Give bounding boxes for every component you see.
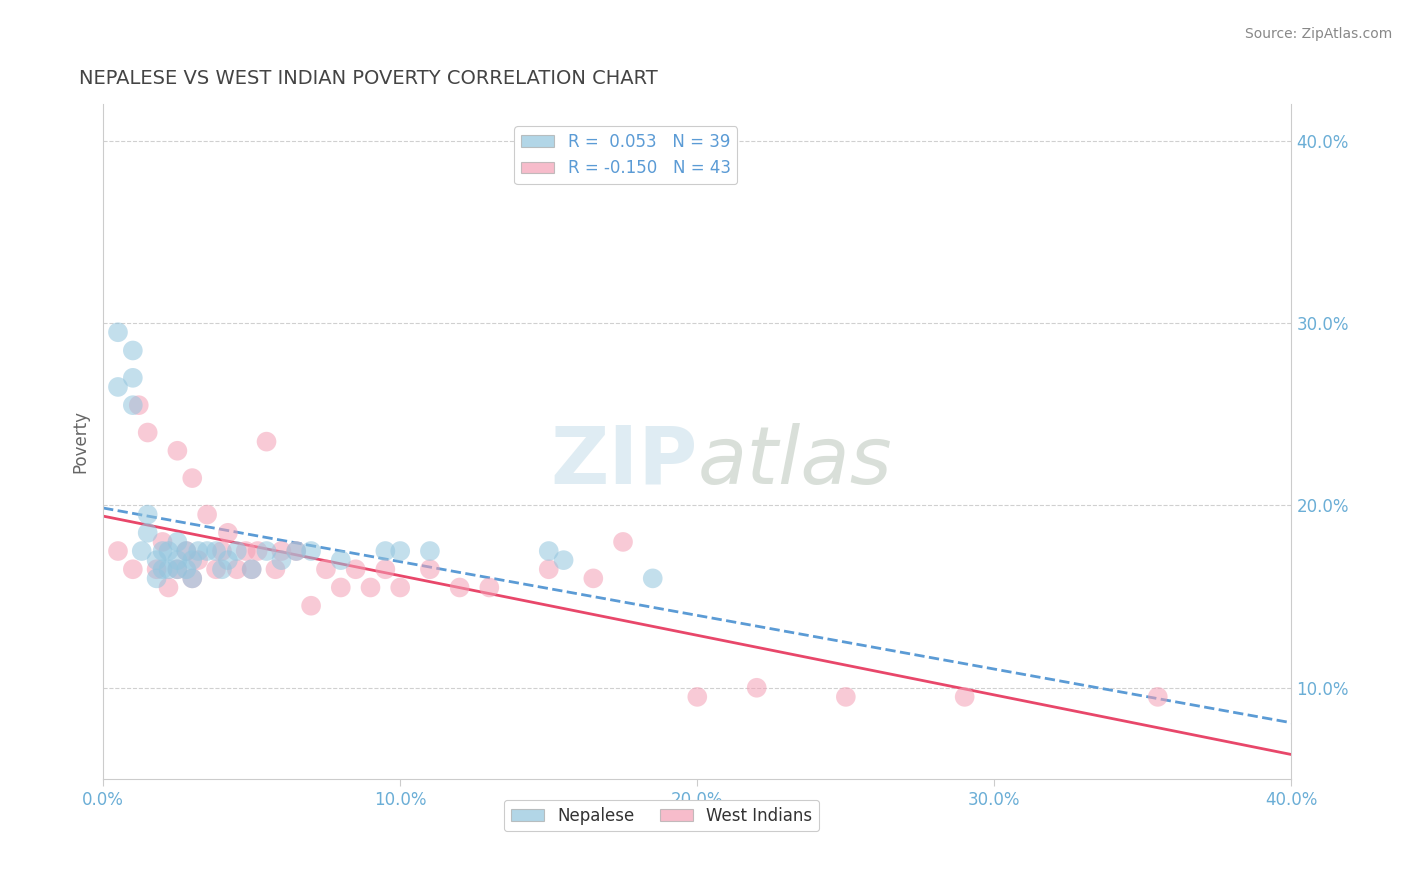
Point: [205, 544, 228, 558]
Point: [157, 544, 180, 558]
Point: [157, 562, 180, 576]
Point: [211, 562, 233, 576]
Point: [176, 562, 198, 576]
Point: [246, 544, 269, 558]
Point: [285, 544, 308, 558]
Point: [240, 562, 263, 576]
Point: [641, 571, 664, 585]
Point: [211, 544, 233, 558]
Point: [136, 425, 159, 440]
Point: [374, 544, 396, 558]
Point: [181, 553, 204, 567]
Point: [256, 544, 278, 558]
Point: [166, 562, 188, 576]
Point: [299, 544, 322, 558]
Text: Source: ZipAtlas.com: Source: ZipAtlas.com: [1244, 27, 1392, 41]
Point: [582, 571, 605, 585]
Text: ZIP: ZIP: [550, 423, 697, 501]
Point: [145, 562, 167, 576]
Point: [166, 562, 188, 576]
Point: [121, 371, 143, 385]
Point: [745, 681, 768, 695]
Point: [329, 581, 352, 595]
Point: [195, 508, 218, 522]
Point: [121, 343, 143, 358]
Point: [374, 562, 396, 576]
Text: NEPALESE VS WEST INDIAN POVERTY CORRELATION CHART: NEPALESE VS WEST INDIAN POVERTY CORRELAT…: [79, 69, 658, 87]
Point: [107, 544, 129, 558]
Point: [270, 544, 292, 558]
Point: [270, 553, 292, 567]
Point: [419, 562, 441, 576]
Point: [225, 562, 247, 576]
Point: [329, 553, 352, 567]
Point: [121, 562, 143, 576]
Point: [166, 443, 188, 458]
Point: [166, 553, 188, 567]
Text: atlas: atlas: [697, 423, 891, 501]
Point: [181, 571, 204, 585]
Point: [136, 508, 159, 522]
Point: [107, 325, 129, 339]
Point: [181, 471, 204, 485]
Point: [181, 571, 204, 585]
Point: [187, 553, 209, 567]
Point: [264, 562, 287, 576]
Point: [256, 434, 278, 449]
Point: [299, 599, 322, 613]
Point: [240, 562, 263, 576]
Point: [187, 544, 209, 558]
Point: [537, 562, 560, 576]
Point: [136, 525, 159, 540]
Point: [285, 544, 308, 558]
Point: [176, 544, 198, 558]
Point: [107, 380, 129, 394]
Point: [166, 535, 188, 549]
Point: [449, 581, 471, 595]
Point: [195, 544, 218, 558]
Point: [315, 562, 337, 576]
Point: [217, 553, 239, 567]
Point: [537, 544, 560, 558]
Point: [145, 571, 167, 585]
Point: [152, 544, 174, 558]
Point: [152, 562, 174, 576]
Point: [1146, 690, 1168, 704]
Point: [225, 544, 247, 558]
Point: [157, 581, 180, 595]
Point: [835, 690, 858, 704]
Point: [953, 690, 976, 704]
Point: [419, 544, 441, 558]
Point: [478, 581, 501, 595]
Point: [235, 544, 257, 558]
Y-axis label: Poverty: Poverty: [72, 410, 89, 473]
Point: [121, 398, 143, 412]
Point: [176, 544, 198, 558]
Point: [145, 553, 167, 567]
Point: [131, 544, 153, 558]
Point: [686, 690, 709, 704]
Point: [217, 525, 239, 540]
Point: [152, 535, 174, 549]
Legend: Nepalese, West Indians: Nepalese, West Indians: [505, 800, 820, 831]
Point: [612, 535, 634, 549]
Point: [553, 553, 575, 567]
Point: [389, 544, 412, 558]
Point: [128, 398, 150, 412]
Point: [205, 562, 228, 576]
Point: [389, 581, 412, 595]
Point: [344, 562, 367, 576]
Point: [360, 581, 382, 595]
